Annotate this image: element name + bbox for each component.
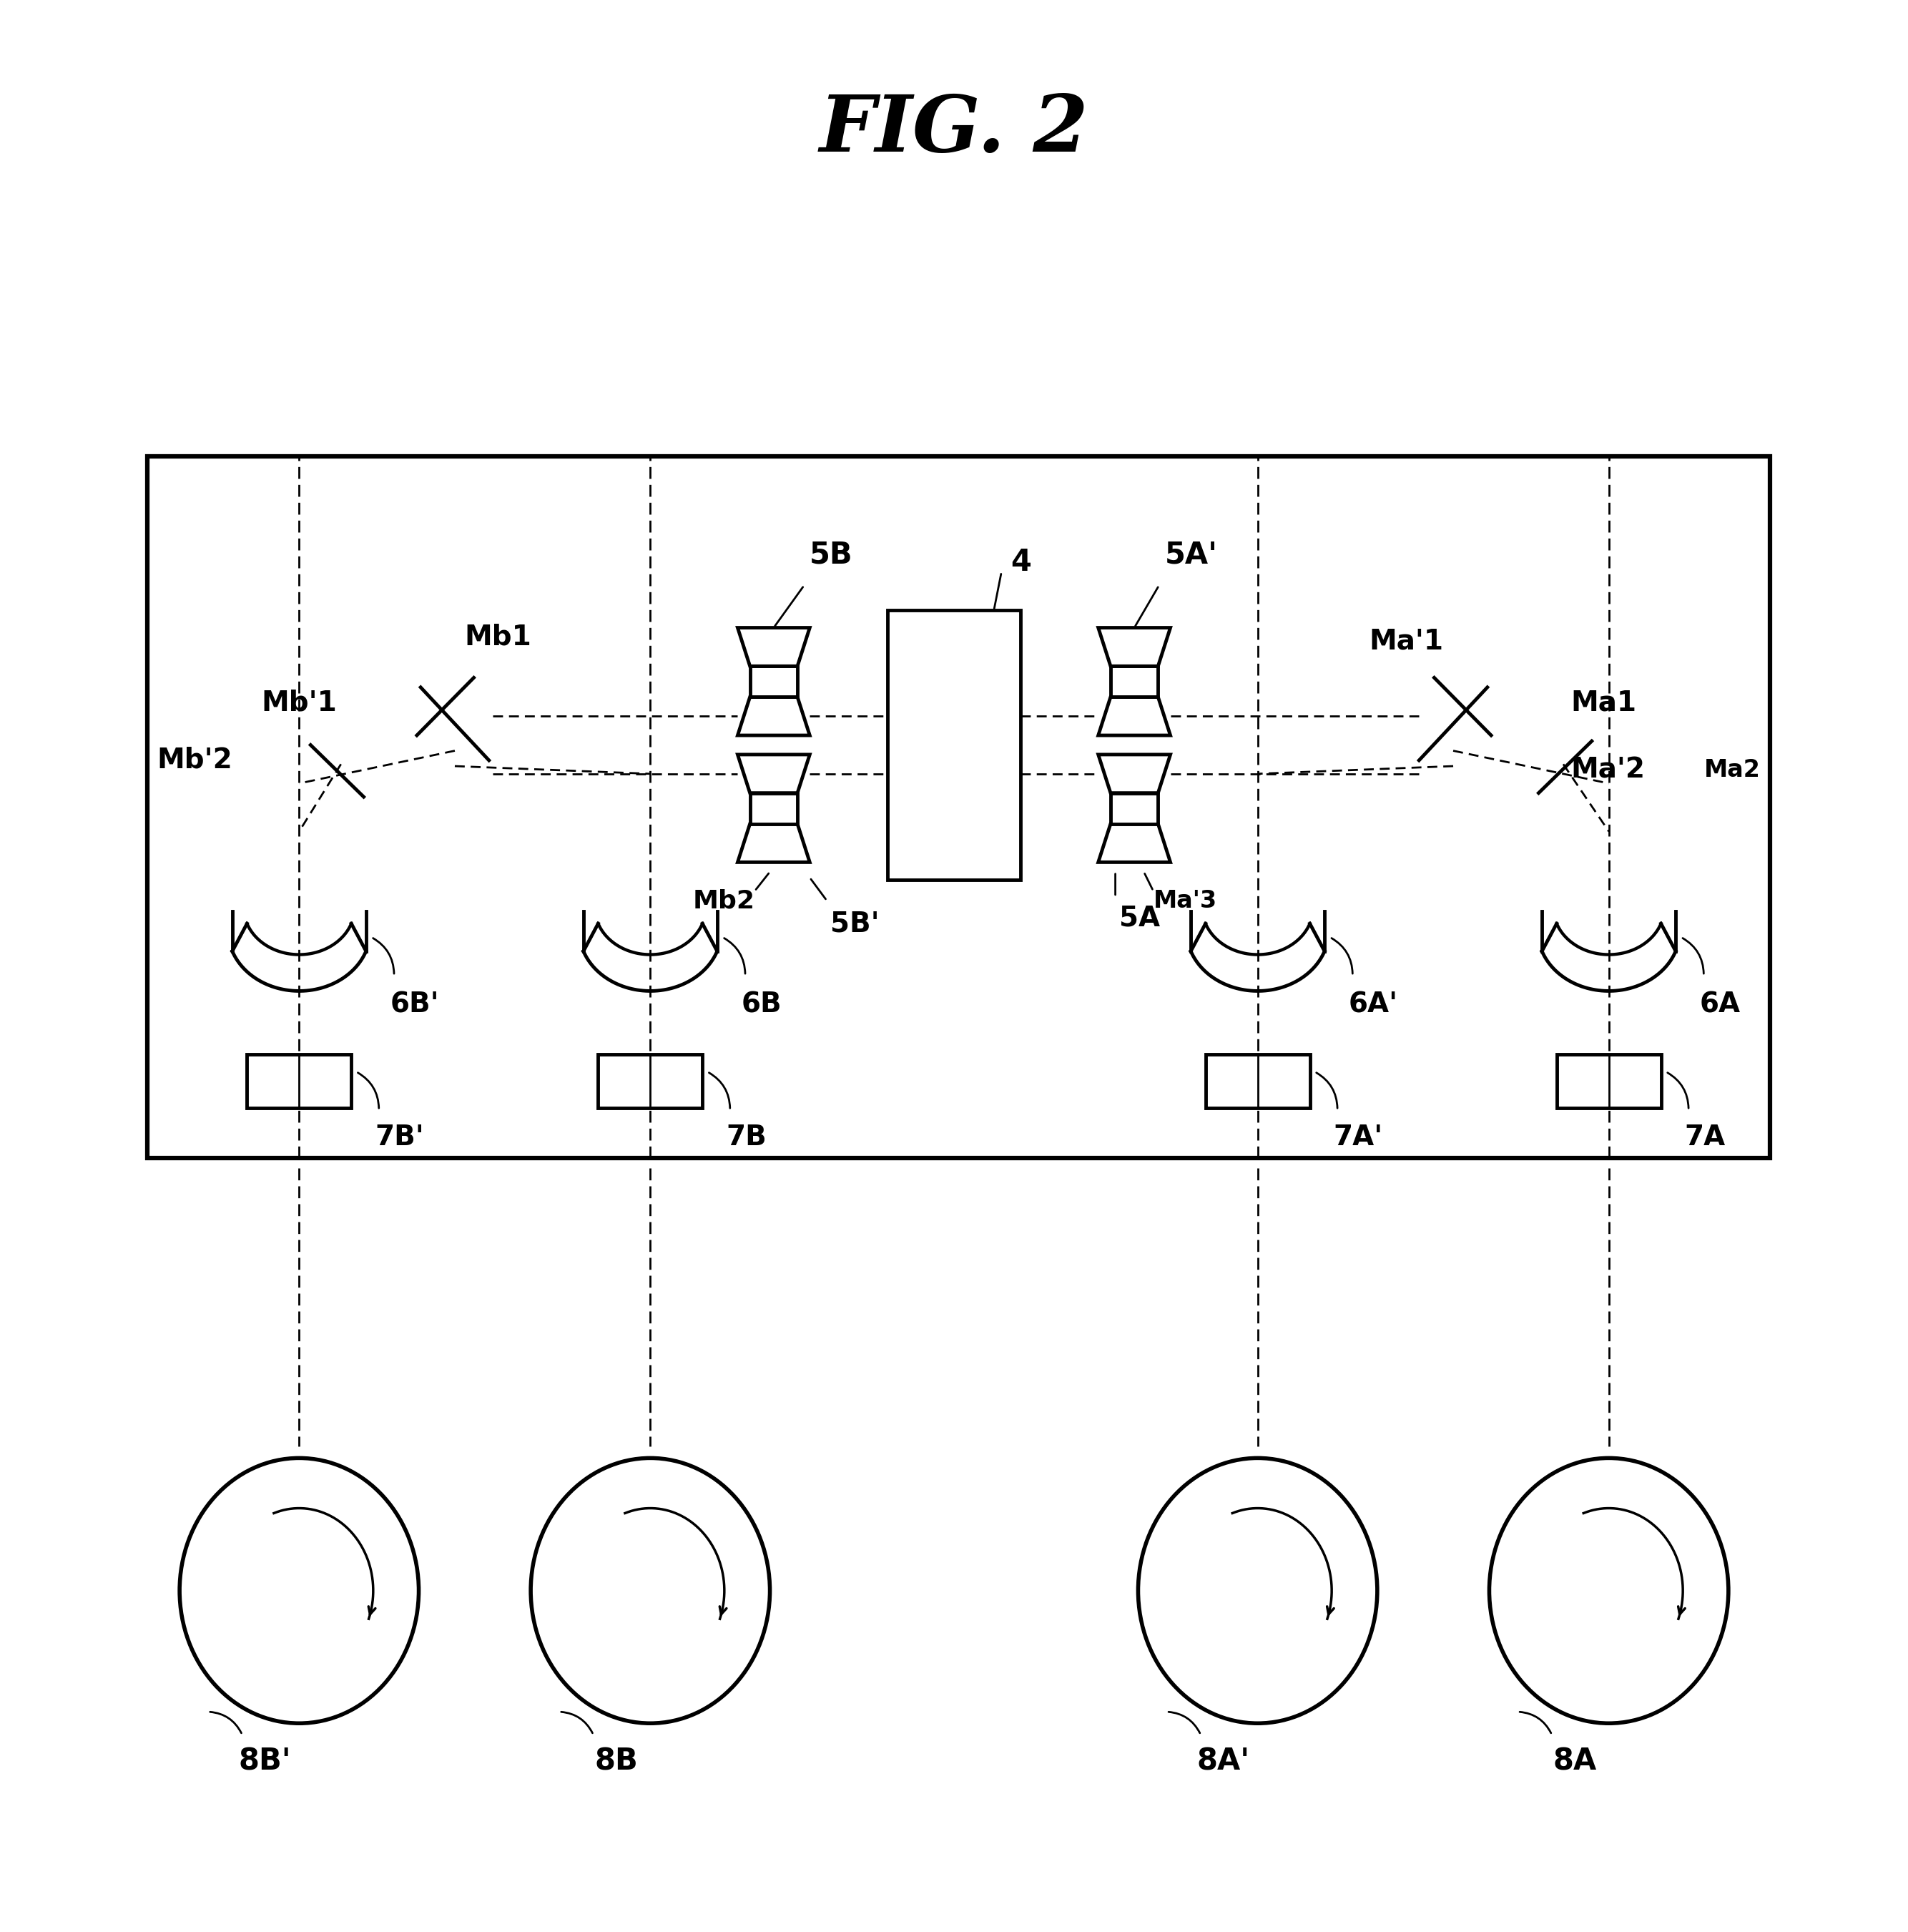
Ellipse shape (530, 1459, 771, 1723)
Text: 5B: 5B (809, 541, 853, 570)
Polygon shape (738, 628, 809, 667)
Bar (1557, 1055, 1662, 1109)
Text: 8A: 8A (1553, 1747, 1597, 1776)
Text: 6A: 6A (1700, 991, 1740, 1018)
Polygon shape (1099, 628, 1170, 667)
Text: 7A': 7A' (1334, 1124, 1383, 1151)
Text: 5B': 5B' (830, 910, 880, 937)
Bar (750, 792, 798, 823)
Bar (246, 1055, 351, 1109)
Text: 4: 4 (1011, 547, 1032, 578)
Bar (887, 611, 1021, 879)
Text: 6B: 6B (742, 991, 782, 1018)
Polygon shape (1099, 755, 1170, 792)
Text: Mb'1: Mb'1 (261, 690, 338, 717)
Bar (1206, 1055, 1311, 1109)
Text: Ma'2: Ma'2 (1570, 755, 1645, 784)
Text: Ma'3: Ma'3 (1152, 889, 1217, 912)
Ellipse shape (1490, 1459, 1729, 1723)
Ellipse shape (1137, 1459, 1378, 1723)
Text: 8B: 8B (595, 1747, 637, 1776)
Text: Ma1: Ma1 (1570, 690, 1637, 717)
Polygon shape (738, 823, 809, 862)
Text: FIG. 2: FIG. 2 (819, 91, 1089, 168)
Text: 8A': 8A' (1196, 1747, 1250, 1776)
Text: Ma'1: Ma'1 (1370, 628, 1444, 655)
Text: Mb1: Mb1 (464, 624, 530, 651)
Text: Mb'2: Mb'2 (156, 748, 233, 775)
Polygon shape (738, 755, 809, 792)
Text: 7B: 7B (727, 1124, 767, 1151)
Bar (147, 456, 1771, 1157)
Bar (1110, 667, 1158, 697)
Polygon shape (1099, 823, 1170, 862)
Text: 6A': 6A' (1349, 991, 1399, 1018)
Polygon shape (1099, 697, 1170, 736)
Text: 6B': 6B' (391, 991, 439, 1018)
Text: Mb2: Mb2 (693, 889, 756, 912)
Text: 7B': 7B' (376, 1124, 424, 1151)
Text: 7A: 7A (1685, 1124, 1725, 1151)
Text: 5A': 5A' (1164, 541, 1217, 570)
Bar (1110, 792, 1158, 823)
Text: 5A: 5A (1120, 904, 1160, 931)
Text: 8B': 8B' (238, 1747, 292, 1776)
Ellipse shape (179, 1459, 418, 1723)
Bar (750, 667, 798, 697)
Polygon shape (738, 697, 809, 736)
Bar (597, 1055, 702, 1109)
Text: Ma2: Ma2 (1704, 757, 1761, 782)
